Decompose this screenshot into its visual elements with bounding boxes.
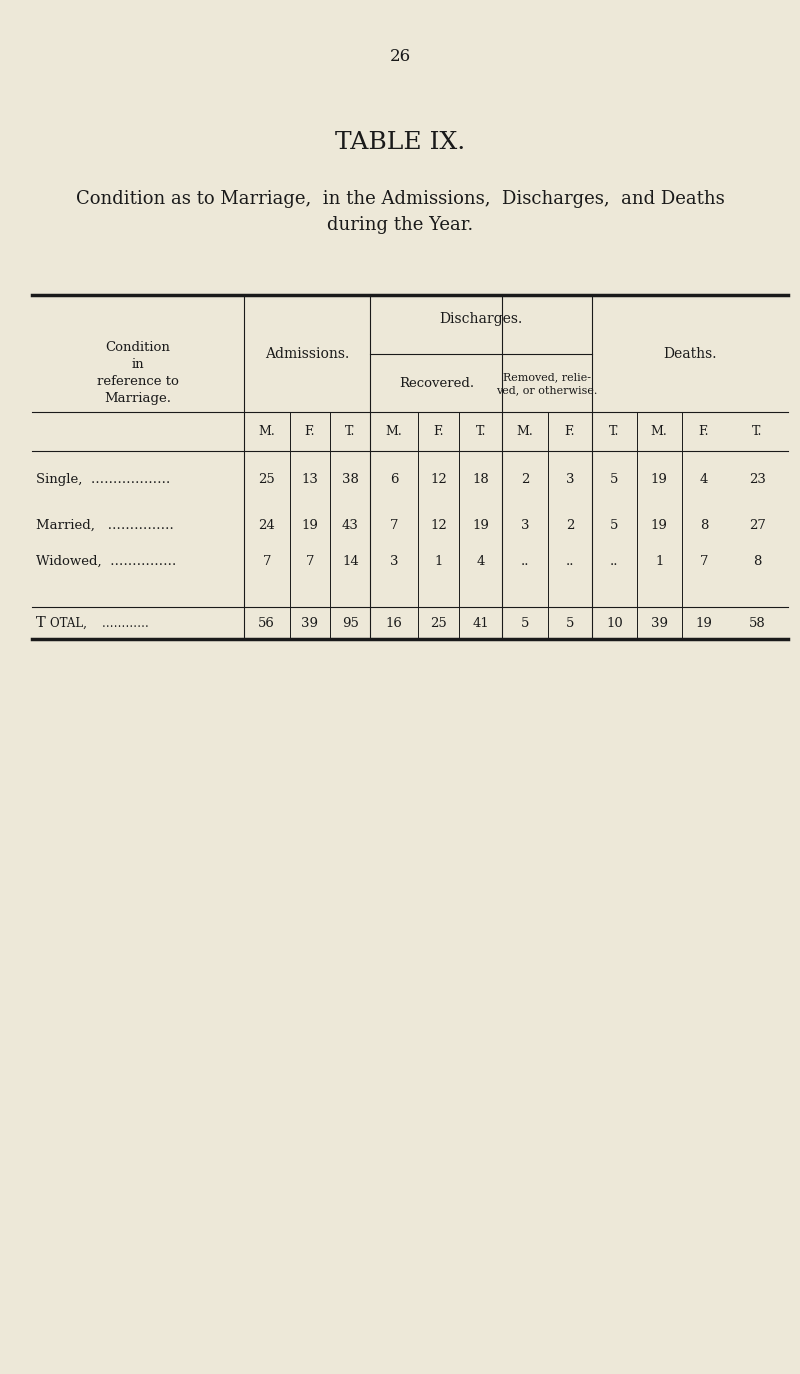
Text: 3: 3 [521,519,530,532]
Text: 19: 19 [650,473,668,486]
Text: F.: F. [698,425,710,438]
Text: 39: 39 [302,617,318,629]
Text: 3: 3 [390,555,398,567]
Text: 18: 18 [473,473,489,486]
Text: M.: M. [258,425,275,438]
Text: ..: .. [566,555,574,567]
Text: Admissions.: Admissions. [265,346,350,361]
Text: 19: 19 [472,519,490,532]
Text: 19: 19 [302,519,318,532]
Text: Widowed,  ……………: Widowed, …………… [36,555,176,567]
Text: 7: 7 [262,555,271,567]
Text: Condition
in
reference to
Marriage.: Condition in reference to Marriage. [97,341,179,405]
Text: 12: 12 [430,519,446,532]
Text: Deaths.: Deaths. [663,346,717,361]
Text: F.: F. [565,425,575,438]
Text: 4: 4 [477,555,485,567]
Text: T: T [36,616,46,631]
Text: TABLE IX.: TABLE IX. [335,131,465,154]
Text: 27: 27 [749,519,766,532]
Text: 95: 95 [342,617,359,629]
Text: 58: 58 [749,617,766,629]
Text: 5: 5 [521,617,530,629]
Text: Discharges.: Discharges. [439,312,523,327]
Text: 25: 25 [258,473,275,486]
Text: OTAL,    …………: OTAL, ………… [50,617,150,629]
Text: 2: 2 [521,473,530,486]
Text: 7: 7 [306,555,314,567]
Text: 41: 41 [473,617,489,629]
Text: T.: T. [752,425,762,438]
Text: 39: 39 [650,617,668,629]
Text: Recovered.: Recovered. [399,376,474,390]
Text: 3: 3 [566,473,574,486]
Text: 38: 38 [342,473,359,486]
Text: M.: M. [517,425,534,438]
Text: 13: 13 [302,473,318,486]
Text: Condition as to Marriage,  in the Admissions,  Discharges,  and Deaths
during th: Condition as to Marriage, in the Admissi… [76,190,724,234]
Text: Married,   ……………: Married, …………… [36,519,174,532]
Text: 26: 26 [390,48,410,65]
Text: ..: .. [521,555,530,567]
Text: 43: 43 [342,519,359,532]
Text: M.: M. [651,425,667,438]
Text: F.: F. [305,425,315,438]
Text: 8: 8 [700,519,708,532]
Text: 25: 25 [430,617,446,629]
Text: 12: 12 [430,473,446,486]
Text: Removed, relie-
ved, or otherwise.: Removed, relie- ved, or otherwise. [497,372,598,394]
Text: 8: 8 [753,555,762,567]
Text: T.: T. [476,425,486,438]
Text: 24: 24 [258,519,275,532]
Text: T.: T. [346,425,355,438]
Text: 23: 23 [749,473,766,486]
Text: 1: 1 [434,555,442,567]
Text: F.: F. [433,425,444,438]
Text: 6: 6 [390,473,398,486]
Text: 7: 7 [390,519,398,532]
Text: 7: 7 [700,555,708,567]
Text: M.: M. [386,425,402,438]
Text: 16: 16 [386,617,402,629]
Text: 10: 10 [606,617,622,629]
Text: 19: 19 [695,617,713,629]
Text: 2: 2 [566,519,574,532]
Text: 56: 56 [258,617,275,629]
Text: 5: 5 [610,473,618,486]
Text: 14: 14 [342,555,358,567]
Text: T.: T. [610,425,619,438]
Text: ..: .. [610,555,618,567]
Text: 5: 5 [566,617,574,629]
Text: 5: 5 [610,519,618,532]
Text: 1: 1 [655,555,663,567]
Text: 4: 4 [700,473,708,486]
Text: 19: 19 [650,519,668,532]
Text: Single,  ………………: Single, ……………… [36,473,170,486]
